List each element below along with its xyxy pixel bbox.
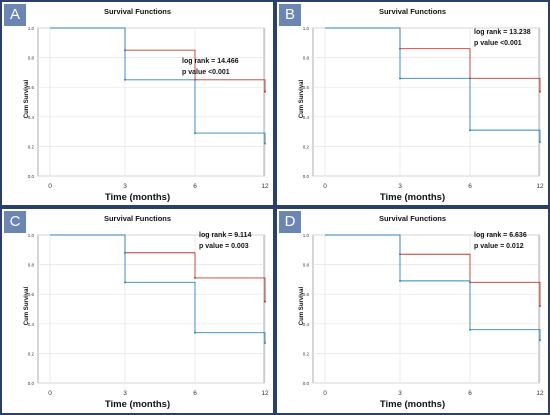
y-tick-label: 0.6 [28, 85, 35, 90]
y-tick-label: 0.2 [28, 351, 35, 356]
y-tick-label: 0.6 [303, 292, 310, 297]
y-tick-label: 0.6 [28, 292, 35, 297]
panel-d: 0.0 0.2 0.4 0.6 0.8 1.0 0 3 6 12 D Survival Funct… [275, 207, 550, 415]
p-value-text: p value <0.001 [182, 69, 230, 76]
x-axis-label: Time (months) [379, 192, 446, 203]
y-tick-label: 0.4 [303, 115, 310, 120]
panel-label: B [279, 4, 301, 26]
chart-title: Survival Functions [103, 7, 172, 16]
survival-curve-2 [325, 27, 541, 142]
log-rank-text: log rank = 13.238 [474, 29, 531, 36]
curve-point [264, 342, 266, 345]
y-tick-label: 0.2 [28, 144, 35, 149]
y-tick-label: 1.0 [28, 26, 35, 31]
x-tick-label: 3 [123, 390, 127, 397]
x-tick-label: 3 [123, 183, 127, 190]
survival-plot: 0.0 0.2 0.4 0.6 0.8 1.0 0 3 6 12 [28, 233, 269, 397]
y-tick-label: 0.8 [303, 56, 310, 61]
curve-point [539, 140, 541, 143]
y-tick-label: 1.0 [28, 233, 35, 238]
survival-curve-2 [50, 27, 266, 144]
plot-frame [37, 234, 265, 384]
y-tick-label: 1.0 [303, 233, 310, 238]
y-tick-label: 0.0 [303, 381, 310, 386]
x-tick-label: 12 [261, 183, 269, 190]
p-value-text: p value <0.001 [474, 40, 522, 47]
log-rank-text: log rank = 6.636 [474, 232, 527, 239]
curve-point [194, 276, 196, 279]
x-axis-label: Time (months) [379, 399, 446, 410]
x-tick-label: 6 [193, 183, 197, 190]
chart-title: Survival Functions [378, 214, 447, 223]
survival-plot: 0.0 0.2 0.4 0.6 0.8 1.0 0 3 6 12 [303, 26, 544, 190]
y-tick-label: 0.2 [303, 351, 310, 356]
log-rank-text: log rank = 14.466 [182, 58, 239, 65]
survival-plot: 0.0 0.2 0.4 0.6 0.8 1.0 0 3 6 12 [28, 26, 269, 190]
y-axis-label: Cum Survival [24, 79, 30, 119]
curve-point [399, 279, 401, 282]
y-tick-label: 0.4 [303, 322, 310, 327]
y-tick-label: 0.8 [28, 263, 35, 268]
x-tick-label: 6 [193, 390, 197, 397]
curve-point [124, 78, 126, 81]
y-tick-label: 0.2 [303, 144, 310, 149]
y-tick-label: 0.0 [303, 174, 310, 179]
plot-frame [312, 27, 540, 177]
curve-point [539, 339, 541, 342]
curve-point [264, 90, 266, 93]
y-tick-label: 0.4 [28, 115, 35, 120]
x-tick-label: 3 [398, 390, 402, 397]
x-tick-label: 0 [323, 390, 327, 397]
x-tick-label: 0 [48, 390, 52, 397]
survival-plot: 0.0 0.2 0.4 0.6 0.8 1.0 0 3 6 12 [303, 233, 544, 397]
y-tick-label: 0.6 [303, 85, 310, 90]
x-tick-label: 12 [261, 390, 269, 397]
plot-frame [312, 234, 540, 384]
p-value-text: p value = 0.003 [199, 243, 249, 250]
curve-point [399, 77, 401, 80]
x-tick-label: 6 [468, 390, 472, 397]
panel-b: 0.0 0.2 0.4 0.6 0.8 1.0 0 3 6 12 B Survival Funct… [275, 0, 550, 207]
y-tick-label: 0.0 [28, 381, 35, 386]
curve-point [194, 331, 196, 334]
y-tick-label: 0.8 [28, 56, 35, 61]
y-tick-label: 0.8 [303, 263, 310, 268]
y-tick-label: 0.0 [28, 174, 35, 179]
y-axis-label: Cum Survival [24, 286, 30, 326]
chart-title: Survival Functions [103, 214, 172, 223]
chart-title: Survival Functions [378, 7, 447, 16]
x-axis-label: Time (months) [104, 192, 171, 203]
panel-c: 0.0 0.2 0.4 0.6 0.8 1.0 0 3 6 12 C Survival Funct… [0, 207, 275, 415]
y-tick-label: 0.4 [28, 322, 35, 327]
p-value-text: p value = 0.012 [474, 243, 524, 250]
log-rank-text: log rank = 9.114 [199, 232, 252, 239]
y-axis-label: Cum Survival [299, 79, 305, 119]
survival-curve-1 [325, 27, 541, 92]
survival-curve-2 [50, 234, 266, 344]
curve-point [124, 281, 126, 284]
panel-label: D [279, 211, 301, 233]
panel-label: C [4, 211, 26, 233]
curve-point [264, 142, 266, 145]
panel-a: 0.0 0.2 0.4 0.6 0.8 1.0 0 3 6 12 A Survival Funct… [0, 0, 275, 207]
curve-point [539, 305, 541, 308]
x-axis-label: Time (months) [104, 399, 171, 410]
x-tick-label: 3 [398, 183, 402, 190]
curve-point [469, 328, 471, 331]
x-tick-label: 6 [468, 183, 472, 190]
curve-point [194, 132, 196, 135]
panel-label: A [4, 4, 26, 26]
y-tick-label: 1.0 [303, 26, 310, 31]
y-axis-label: Cum Survival [299, 286, 305, 326]
curve-point [264, 300, 266, 303]
x-tick-label: 0 [48, 183, 52, 190]
curve-point [539, 90, 541, 93]
x-tick-label: 12 [536, 183, 544, 190]
curve-point [469, 129, 471, 132]
survival-curve-2 [325, 234, 541, 341]
x-tick-label: 0 [323, 183, 327, 190]
x-tick-label: 12 [536, 390, 544, 397]
